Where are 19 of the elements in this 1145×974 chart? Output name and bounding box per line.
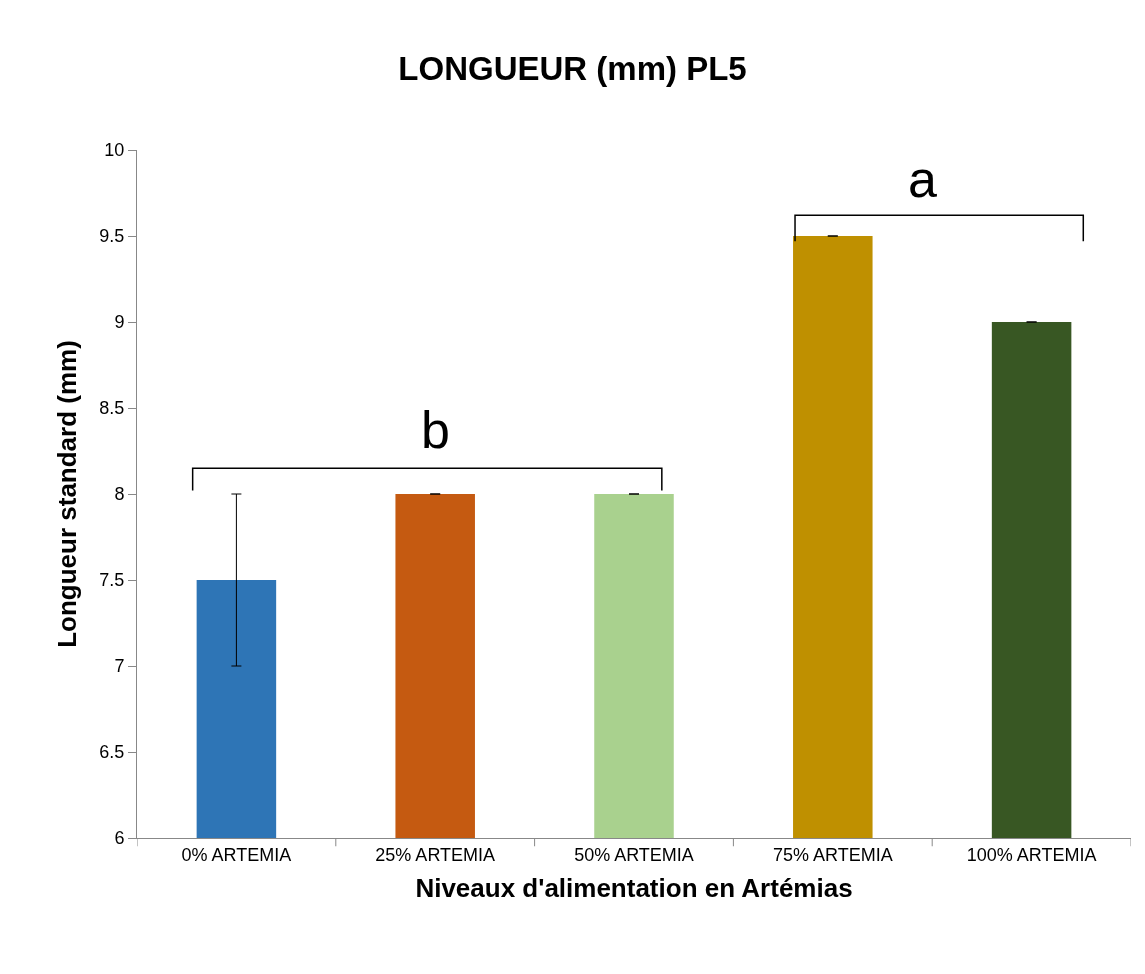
y-tick-label: 6.5 — [99, 742, 125, 763]
y-tick-label: 8 — [114, 484, 125, 505]
y-tick-label: 7.5 — [99, 570, 125, 591]
y-tick-label: 8.5 — [99, 398, 125, 419]
x-tick-label: 25% ARTEMIA — [375, 844, 496, 865]
annotation: a — [908, 150, 937, 208]
chart-title: LONGUEUR (mm) PL5 — [398, 49, 747, 87]
annotation: b — [421, 401, 450, 459]
y-tick-label: 9 — [114, 312, 125, 333]
x-tick-label: 75% ARTEMIA — [772, 844, 893, 865]
x-tick-label: 50% ARTEMIA — [574, 844, 694, 865]
y-tick-label: 6 — [114, 828, 125, 849]
x-tick-label: 0% ARTEMIA — [181, 844, 292, 865]
y-axis-title: Longueur standard (mm) — [51, 340, 82, 648]
y-tick-label: 9.5 — [99, 226, 125, 247]
y-tick-label: 10 — [104, 140, 125, 161]
y-tick-label: 7 — [114, 656, 125, 677]
x-axis-title: Niveaux d'alimentation en Artémias — [415, 873, 853, 904]
x-tick-label: 100% ARTEMIA — [966, 844, 1097, 865]
